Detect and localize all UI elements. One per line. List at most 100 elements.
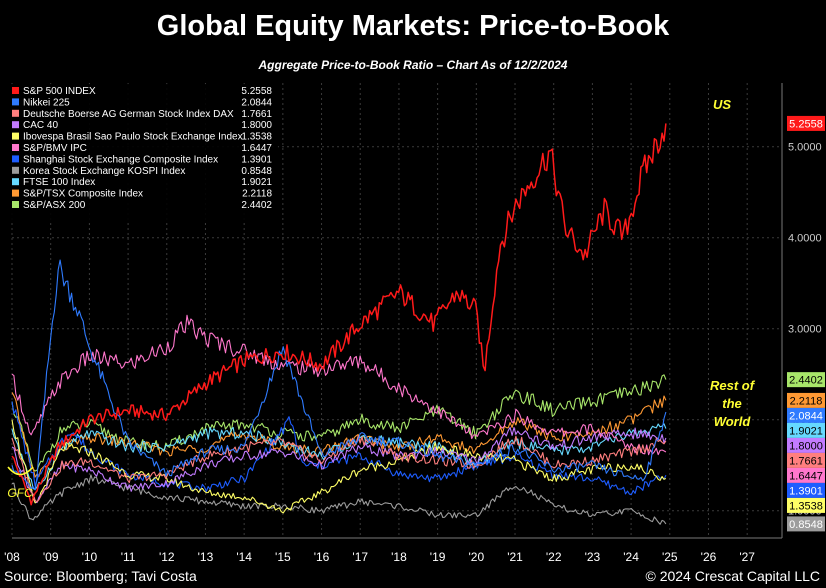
y-tick-label: 5.0000 [788, 142, 822, 154]
legend: S&P 500 INDEX 5.2558 Nikkei 225 2.0844 Deuts… [8, 84, 278, 220]
gfc-marker [7, 466, 34, 476]
legend-swatch [12, 189, 19, 197]
legend-value: 1.6447 [241, 143, 272, 154]
legend-value: 2.4402 [241, 200, 272, 211]
x-tick-label: '25 [662, 550, 678, 564]
last-value-label: 1.3901 [789, 485, 823, 497]
legend-label: CAC 40 [23, 120, 58, 131]
last-value-tag [787, 516, 825, 532]
series-line [11, 474, 667, 525]
series-line [11, 435, 667, 503]
legend-swatch [12, 178, 19, 186]
last-value-label: 2.4402 [789, 375, 823, 387]
legend-label: S&P/ASX 200 [23, 200, 86, 211]
last-value-label: 2.0844 [789, 410, 823, 422]
legend-swatch [12, 87, 19, 94]
x-tick-label: '21 [507, 550, 523, 564]
last-value-tag [787, 452, 825, 468]
last-value-label: 1.3538 [789, 500, 823, 512]
last-value-tag [787, 115, 825, 131]
legend-label: S&P 500 INDEX [23, 86, 96, 97]
legend-value: 5.2558 [241, 86, 272, 97]
x-tick-label: '17 [352, 550, 368, 564]
last-value-label: 1.7661 [789, 455, 823, 467]
last-value-label: 1.9021 [789, 425, 823, 437]
chart-subtitle: Aggregate Price-to-Book Ratio – Chart As… [258, 58, 568, 72]
x-tick-label: '18 [391, 550, 407, 564]
legend-label: Ibovespa Brasil Sao Paulo Stock Exchange… [23, 132, 243, 143]
x-tick-label: '26 [701, 550, 717, 564]
x-tick-label: '14 [236, 550, 252, 564]
legend-swatch [12, 121, 19, 129]
last-value-label: 0.8548 [789, 519, 823, 531]
last-value-label: 5.2558 [789, 118, 823, 130]
y-tick-label: 3.0000 [788, 324, 822, 336]
x-tick-label: '13 [198, 550, 214, 564]
legend-swatch [12, 109, 19, 117]
x-tick-label: '11 [121, 550, 136, 564]
series-line [11, 419, 667, 514]
last-value-label: 1.8000 [789, 440, 823, 452]
x-tick-label: '08 [4, 550, 20, 564]
legend-swatch [12, 155, 19, 163]
last-value-tag [787, 407, 825, 423]
legend-label: S&P/TSX Composite Index [23, 189, 143, 200]
x-tick-label: '16 [314, 550, 330, 564]
gfc-annotation: GFC [7, 486, 33, 500]
series-line [11, 123, 667, 506]
legend-value: 2.0844 [241, 97, 272, 108]
x-tick-label: '09 [43, 550, 59, 564]
x-tick-label: '19 [430, 550, 446, 564]
legend-swatch [12, 144, 19, 151]
series-layer [11, 123, 667, 525]
legend-swatch [12, 201, 19, 208]
legend-value: 1.3901 [241, 154, 272, 165]
x-tick-label: '23 [585, 550, 601, 564]
last-value-tag [787, 372, 825, 388]
last-value-tag [787, 482, 825, 498]
legend-box [8, 84, 278, 220]
series-line [11, 314, 667, 456]
legend-value: 1.3538 [241, 132, 272, 143]
series-line [11, 423, 667, 491]
last-value-label: 2.2118 [790, 395, 823, 407]
rest-of-world-annotation: Rest of [710, 378, 756, 393]
legend-label: Korea Stock Exchange KOSPI Index [23, 166, 185, 177]
chart-title: Global Equity Markets: Price-to-Book [156, 10, 670, 42]
legend-value: 1.7661 [241, 109, 272, 120]
legend-label: Shanghai Stock Exchange Composite Index [23, 154, 218, 165]
legend-label: FTSE 100 Index [23, 177, 95, 188]
y-tick-label: 4.0000 [788, 233, 822, 245]
x-tick-label: '15 [275, 550, 291, 564]
copyright-note: © 2024 Crescat Capital LLC [645, 568, 820, 584]
series-line [11, 426, 667, 504]
axis-layer: '08 '09 '10 '11 '12 '13 '14 '15 '16 '17 '18 '19 '20 '… [4, 83, 825, 564]
last-value-tag [787, 467, 825, 483]
x-tick-label: '10 [82, 550, 98, 564]
legend-label: Deutsche Boerse AG German Stock Index DA… [23, 109, 234, 120]
legend-value: 1.8000 [241, 120, 272, 131]
last-value-tag [787, 497, 825, 513]
last-value-tag [787, 437, 825, 453]
legend-swatch [12, 98, 19, 106]
us-annotation: US [713, 97, 731, 112]
x-tick-label: '22 [546, 550, 562, 564]
legend-swatch [12, 132, 19, 140]
last-value-tag [787, 392, 825, 408]
legend-label: S&P/BMV IPC [23, 143, 87, 154]
source-note: Source: Bloomberg; Tavi Costa [4, 568, 197, 584]
series-line [11, 392, 667, 478]
rest-of-world-annotation: the [722, 396, 742, 411]
last-value-label: 1.6447 [789, 470, 823, 482]
annotations: US Rest of the World GFC [7, 97, 755, 500]
legend-label: Nikkei 225 [23, 97, 70, 108]
last-value-tag [787, 422, 825, 438]
legend-swatch [12, 166, 19, 174]
x-tick-label: '12 [159, 550, 175, 564]
series-line [11, 259, 667, 491]
legend-value: 1.9021 [241, 177, 272, 188]
legend-value: 2.2118 [242, 189, 272, 200]
x-tick-label: '24 [623, 550, 639, 564]
rest-of-world-annotation: World [714, 414, 752, 429]
